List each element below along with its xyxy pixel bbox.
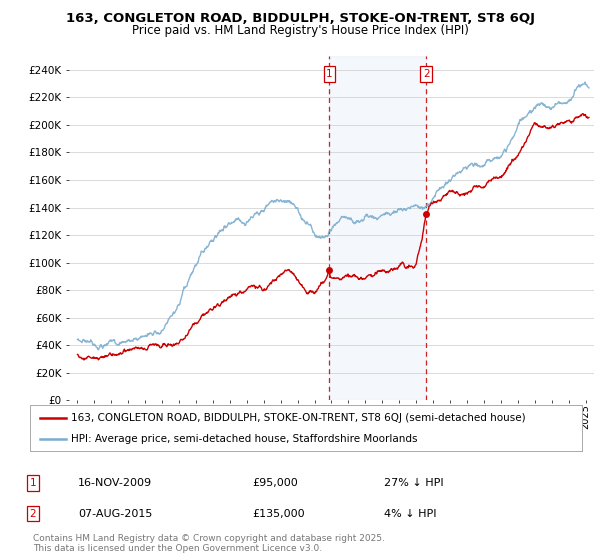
Text: £95,000: £95,000 <box>252 478 298 488</box>
Text: Price paid vs. HM Land Registry's House Price Index (HPI): Price paid vs. HM Land Registry's House … <box>131 24 469 37</box>
Text: Contains HM Land Registry data © Crown copyright and database right 2025.
This d: Contains HM Land Registry data © Crown c… <box>33 534 385 553</box>
Text: 16-NOV-2009: 16-NOV-2009 <box>78 478 152 488</box>
Bar <box>329 56 426 400</box>
Text: 2: 2 <box>29 508 37 519</box>
Text: £135,000: £135,000 <box>252 508 305 519</box>
Text: 1: 1 <box>29 478 37 488</box>
Text: 4% ↓ HPI: 4% ↓ HPI <box>384 508 437 519</box>
Text: 2: 2 <box>423 69 430 79</box>
Text: 1: 1 <box>326 69 333 79</box>
Text: 163, CONGLETON ROAD, BIDDULPH, STOKE-ON-TRENT, ST8 6QJ: 163, CONGLETON ROAD, BIDDULPH, STOKE-ON-… <box>65 12 535 25</box>
Text: 163, CONGLETON ROAD, BIDDULPH, STOKE-ON-TRENT, ST8 6QJ (semi-detached house): 163, CONGLETON ROAD, BIDDULPH, STOKE-ON-… <box>71 413 526 423</box>
Text: 07-AUG-2015: 07-AUG-2015 <box>78 508 152 519</box>
Text: 27% ↓ HPI: 27% ↓ HPI <box>384 478 443 488</box>
Text: HPI: Average price, semi-detached house, Staffordshire Moorlands: HPI: Average price, semi-detached house,… <box>71 435 418 444</box>
